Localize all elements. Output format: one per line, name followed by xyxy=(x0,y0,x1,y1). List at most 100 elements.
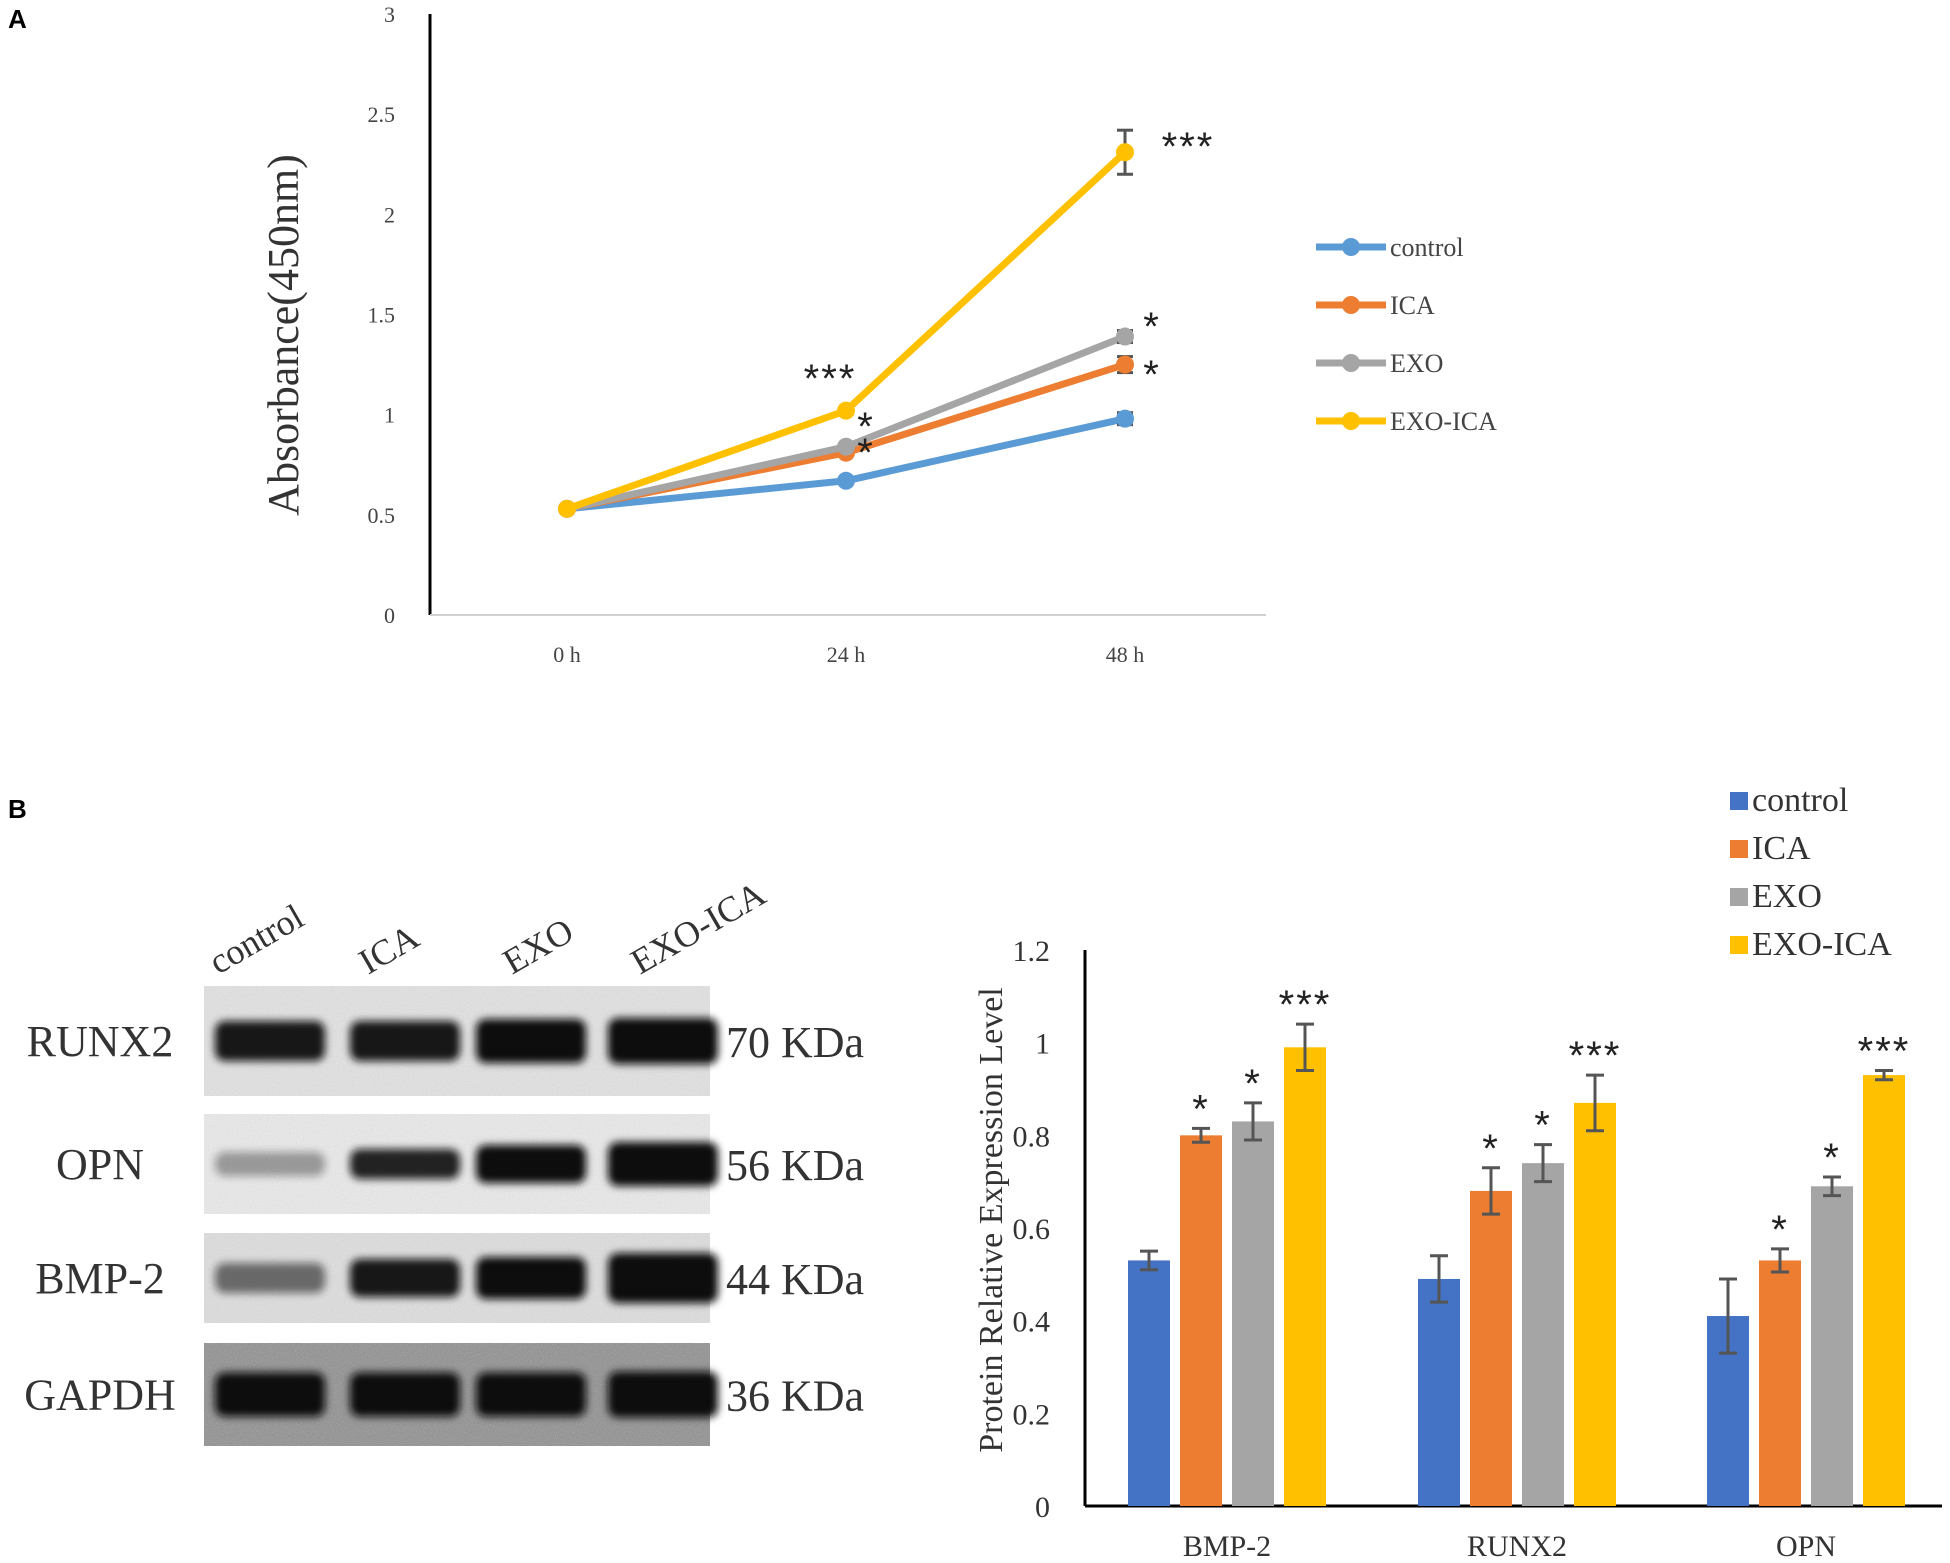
legend-label: ICA xyxy=(1390,291,1435,320)
lane-label-exo: EXO xyxy=(496,910,580,982)
band-opn-control xyxy=(215,1152,325,1176)
bar-y-tick-1-2: 1.2 xyxy=(1013,935,1051,968)
legend-swatch-marker xyxy=(1342,354,1360,372)
blot-size-label: 44 KDa xyxy=(726,1255,864,1304)
bar-series-ica: * * * xyxy=(1180,1087,1801,1506)
panel-label-a: A xyxy=(8,4,27,34)
sig-exo-ica-24-h: *** xyxy=(804,357,857,401)
bar-x-tick-opn: OPN xyxy=(1776,1530,1836,1563)
lane-label-control: control xyxy=(202,896,310,982)
sig-ica-bmp-2: * xyxy=(1192,1087,1210,1131)
band-runx2-ica xyxy=(350,1021,460,1061)
band-bmp-2-exo-ica xyxy=(608,1253,718,1303)
line-chart-axes xyxy=(428,14,1266,616)
error-bar-exo-bmp-2 xyxy=(1244,1101,1262,1142)
bar-x-tick-labels: BMP-2 RUNX2 OPN xyxy=(1183,1530,1836,1563)
series-control xyxy=(558,409,1134,518)
bar-series-exo: * * * xyxy=(1232,1062,1853,1506)
band-runx2-exo xyxy=(476,1019,586,1063)
band-bmp-2-control xyxy=(215,1263,325,1293)
western-blot: control ICA EXO EXO-ICA RUNX2 70 KDa OPN 56 KD… xyxy=(24,873,864,1446)
blot-size-label: 36 KDa xyxy=(726,1372,864,1421)
lane-labels: control ICA EXO EXO-ICA xyxy=(202,873,772,982)
band-opn-exo-ica xyxy=(608,1142,718,1186)
bar-y-tick-labels: 0 0.2 0.4 0.6 0.8 1 1.2 xyxy=(1013,935,1051,1524)
bar-legend-swatch xyxy=(1730,792,1748,810)
sig-ica-24-h: * xyxy=(857,431,875,475)
lane-label-exo-ica: EXO-ICA xyxy=(624,873,772,982)
bar-exo-runx2 xyxy=(1522,1163,1564,1506)
bar-legend-label: EXO xyxy=(1752,878,1822,915)
sig-exo-48-h: * xyxy=(1143,305,1161,349)
band-runx2-control xyxy=(215,1021,325,1061)
legend-label: EXO-ICA xyxy=(1390,407,1497,436)
error-bar-exo-runx2 xyxy=(1534,1143,1552,1184)
sig-exo-opn: * xyxy=(1823,1136,1841,1180)
point-exo-ica-0-h xyxy=(558,499,576,518)
band-gapdh-ica xyxy=(350,1372,460,1417)
point-exo-24-h xyxy=(837,437,855,456)
bar-exo-bmp-2 xyxy=(1232,1121,1274,1506)
legend-label: control xyxy=(1390,233,1464,262)
blot-size-label: 70 KDa xyxy=(726,1018,864,1067)
bar-y-axis-title: Protein Relative Expression Level xyxy=(973,987,1010,1453)
y-tick-3: 3 xyxy=(384,2,395,27)
blot-row-runx2: RUNX2 70 KDa xyxy=(27,986,864,1096)
line-legend: control ICA EXO EXO-ICA xyxy=(1316,233,1497,436)
sig-exo-ica-runx2: *** xyxy=(1569,1034,1622,1078)
bar-legend-swatch xyxy=(1730,888,1748,906)
blot-row-gapdh: GAPDH 36 KDa xyxy=(24,1343,864,1446)
sig-ica-48-h: * xyxy=(1143,353,1161,397)
sig-exo-ica-opn: *** xyxy=(1858,1029,1911,1073)
sig-ica-runx2: * xyxy=(1482,1127,1500,1171)
bar-y-tick-0-6: 0.6 xyxy=(1013,1213,1051,1246)
error-bar-exo-ica-opn xyxy=(1875,1068,1893,1082)
bar-control-bmp-2 xyxy=(1128,1260,1170,1506)
point-control-24-h xyxy=(837,471,855,490)
legend-swatch-marker xyxy=(1342,238,1360,256)
error-bar-exo-opn xyxy=(1823,1175,1841,1198)
bar-y-tick-1: 1 xyxy=(1035,1028,1050,1061)
band-bmp-2-ica xyxy=(350,1259,460,1297)
x-tick-0-h: 0 h xyxy=(553,642,581,667)
blot-protein-label: BMP-2 xyxy=(35,1254,165,1303)
bar-x-tick-runx2: RUNX2 xyxy=(1467,1530,1567,1563)
bar-y-tick-0: 0 xyxy=(1035,1491,1050,1524)
line-y-axis-title: Absorbance(450nm) xyxy=(259,154,308,516)
sig-exo-bmp-2: * xyxy=(1244,1062,1262,1106)
bar-exo-ica-runx2 xyxy=(1574,1102,1616,1506)
band-gapdh-control xyxy=(215,1372,325,1417)
bar-legend-label: control xyxy=(1752,782,1848,819)
panel-label-b: B xyxy=(8,794,27,824)
bar-legend-item-control: control xyxy=(1730,782,1848,819)
error-bar-control-opn xyxy=(1719,1277,1737,1355)
band-gapdh-exo xyxy=(476,1372,586,1417)
y-tick-1-5: 1.5 xyxy=(368,303,396,328)
blot-row-opn: OPN 56 KDa xyxy=(56,1114,864,1214)
sig-exo-24-h: * xyxy=(857,405,875,449)
x-tick-48-h: 48 h xyxy=(1106,642,1145,667)
blot-protein-label: RUNX2 xyxy=(27,1017,174,1066)
point-ica-48-h xyxy=(1116,355,1134,374)
error-bar-ica-bmp-2 xyxy=(1192,1126,1210,1144)
error-bar-ica-runx2 xyxy=(1482,1166,1500,1216)
bar-legend-label: EXO-ICA xyxy=(1752,926,1892,963)
bar-legend-label: ICA xyxy=(1752,830,1811,867)
line-series-group: ********** xyxy=(558,125,1215,518)
band-bmp-2-exo xyxy=(476,1257,586,1299)
band-gapdh-exo-ica xyxy=(608,1371,718,1418)
sig-ica-opn: * xyxy=(1771,1208,1789,1252)
y-tick-labels: 0 0.5 1 1.5 2 2.5 3 xyxy=(368,2,396,628)
y-tick-1: 1 xyxy=(384,403,395,428)
x-tick-labels: 0 h 24 h 48 h xyxy=(553,642,1144,667)
bar-legend-swatch xyxy=(1730,936,1748,954)
y-tick-2: 2 xyxy=(384,202,395,227)
bar-legend-item-exo-ica: EXO-ICA xyxy=(1730,926,1892,963)
error-bar-control-bmp-2 xyxy=(1140,1249,1158,1272)
line-chart: 0 0.5 1 1.5 2 2.5 3 0 h 24 h 48 h Absorbance(450… xyxy=(259,2,1497,667)
bar-series-group: ************ *** xyxy=(1128,983,1911,1506)
bar-ica-bmp-2 xyxy=(1180,1135,1222,1506)
sig-exo-ica-48-h: *** xyxy=(1162,125,1215,169)
band-opn-exo xyxy=(476,1145,586,1183)
y-tick-0-5: 0.5 xyxy=(368,503,396,528)
